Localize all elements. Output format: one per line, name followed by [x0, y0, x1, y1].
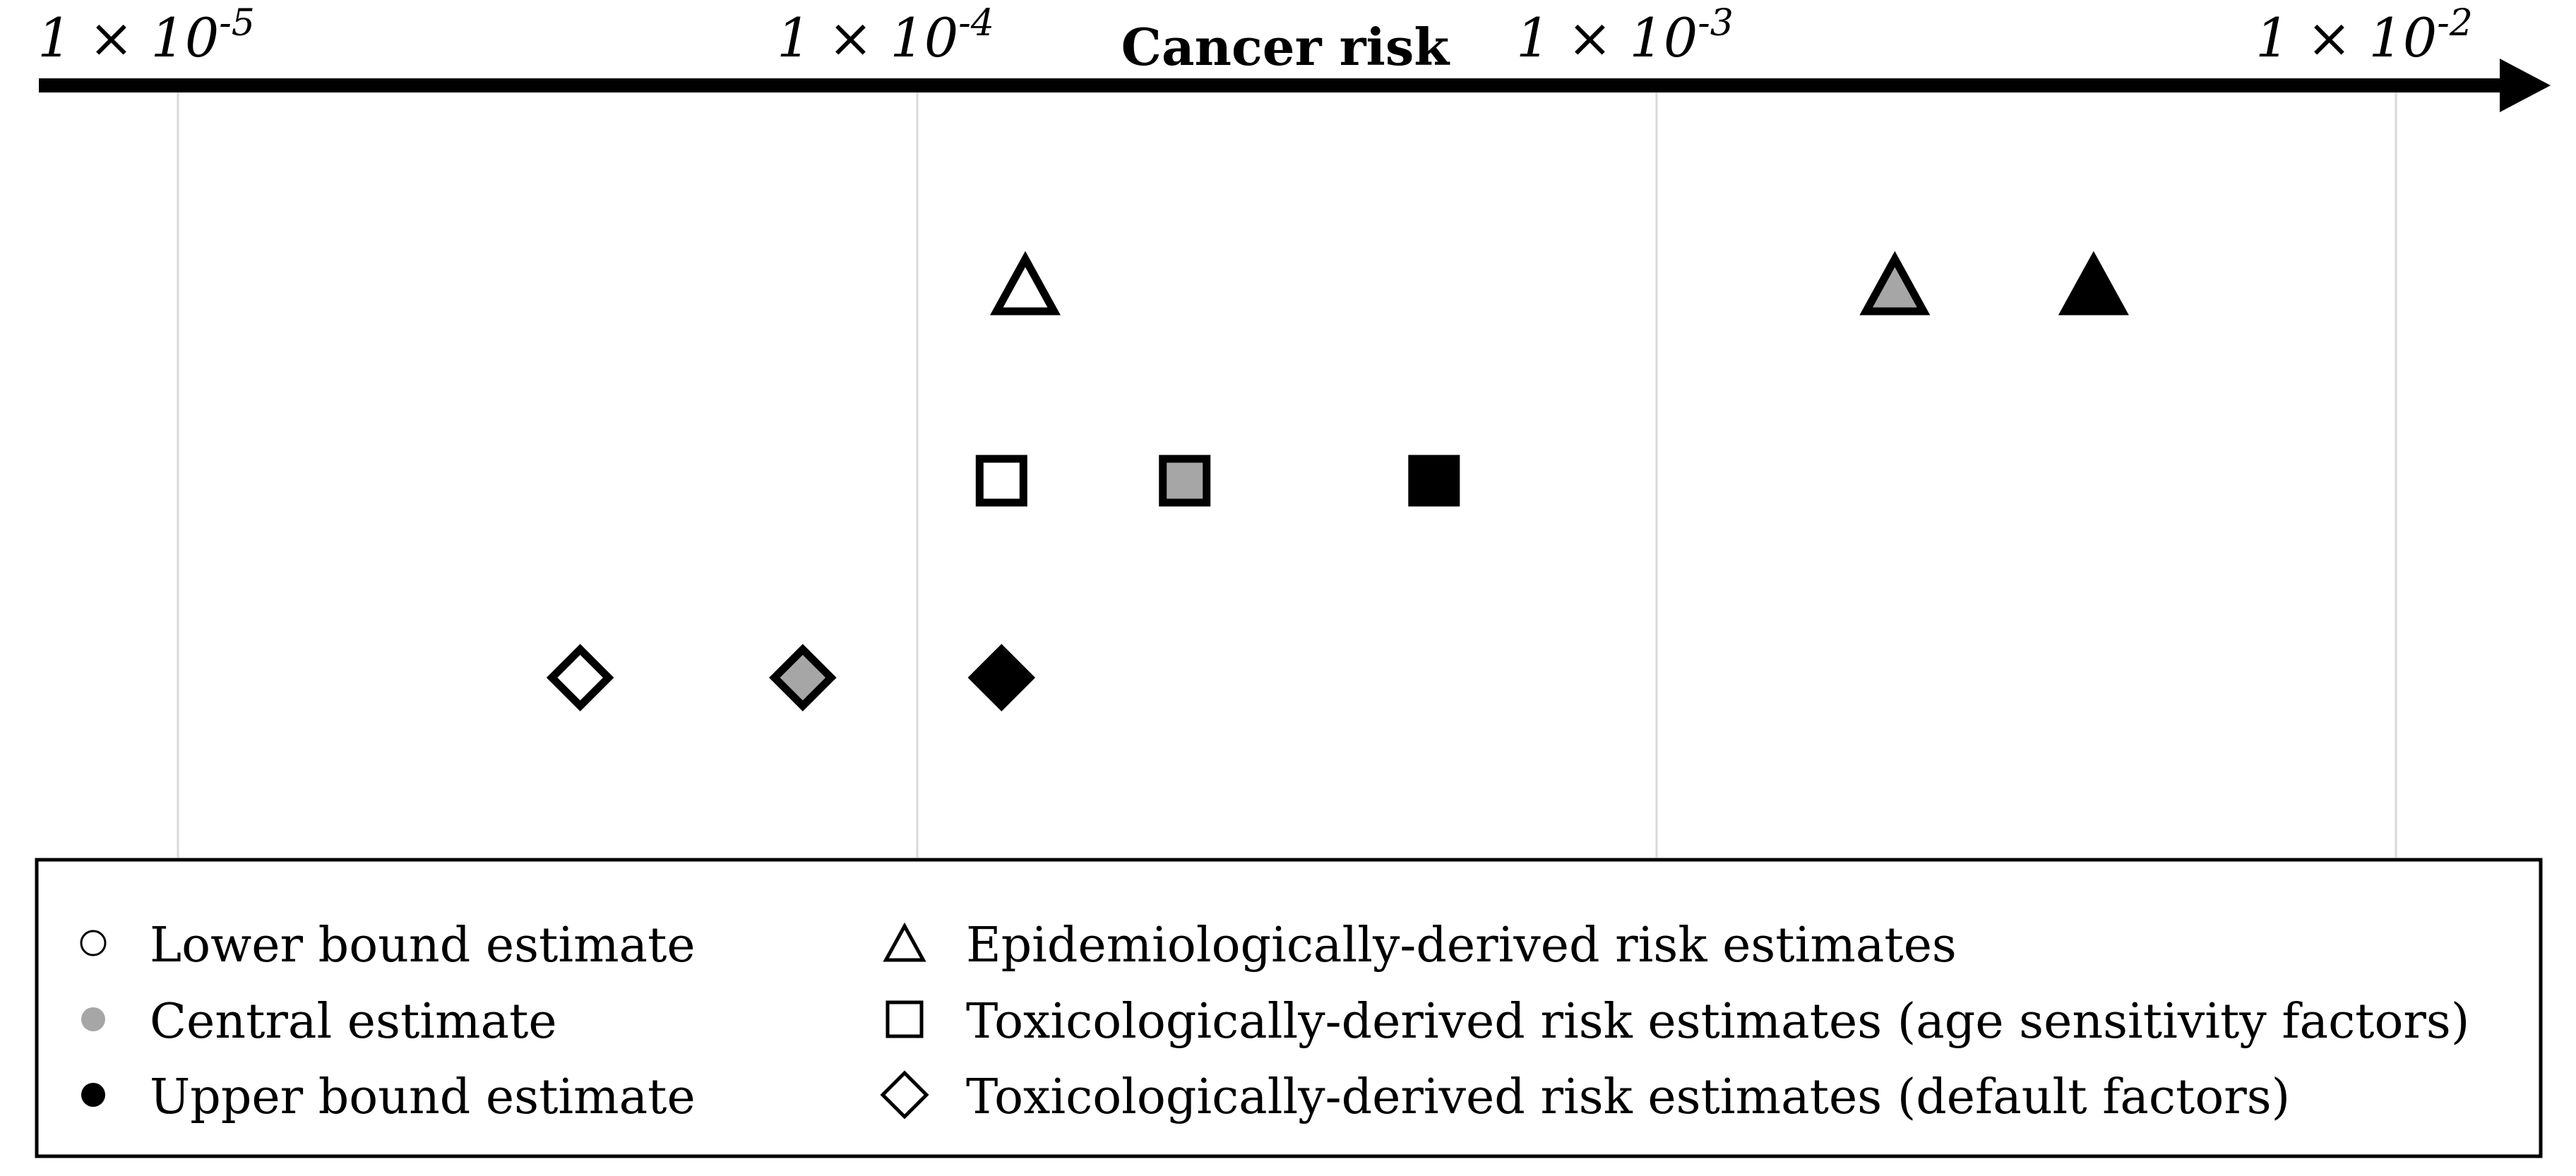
data-point-triangle-central	[1859, 251, 1931, 316]
legend-method-label: Epidemiologically-derived risk estimates	[966, 918, 1957, 973]
legend-method-label: Toxicologically-derived risk estimates (…	[966, 1069, 2290, 1125]
legend-estimate-symbol	[81, 1083, 105, 1107]
legend-method-label: Toxicologically-derived risk estimates (…	[966, 994, 2469, 1050]
data-point-diamond-central	[769, 644, 837, 712]
legend-estimate-symbol	[80, 930, 107, 956]
data-point-square-central	[1159, 455, 1211, 507]
data-point-square-lower	[975, 455, 1027, 507]
legend-estimate-label: Upper bound estimate	[150, 1069, 696, 1125]
data-point-diamond-upper	[967, 644, 1036, 712]
x-axis-title: Cancer risk	[1121, 17, 1451, 77]
gridlines	[177, 92, 2397, 858]
legend-estimate-symbol	[81, 1007, 105, 1031]
data-point-square-upper	[1408, 455, 1460, 507]
x-tick-label: 1 × 10-2	[2255, 2, 2473, 69]
data-point-triangle-upper	[2058, 251, 2129, 316]
tick-exponent: -4	[958, 2, 994, 44]
legend-estimate-label: Central estimate	[150, 994, 557, 1050]
data-markers	[546, 251, 2129, 712]
tick-base: 1 × 10	[777, 6, 958, 69]
x-tick-labels: 1 × 10-5 1 × 10-4 1 × 10-3 1 × 10-2	[37, 2, 2473, 69]
legend-method-symbol	[880, 1070, 929, 1120]
legend-method-symbol	[886, 1000, 924, 1038]
x-tick-label: 1 × 10-5	[37, 2, 255, 69]
data-point-triangle-lower	[989, 251, 1061, 316]
tick-exponent: -5	[219, 2, 255, 44]
tick-base: 1 × 10	[2255, 6, 2437, 69]
legend: Lower bound estimate Central estimate Uppe…	[35, 858, 2543, 1158]
x-axis: Cancer risk	[39, 17, 2551, 112]
axis-arrowhead	[2500, 59, 2551, 112]
tick-base: 1 × 10	[1516, 6, 1698, 69]
tick-exponent: -2	[2437, 2, 2473, 44]
x-tick-label: 1 × 10-4	[777, 2, 994, 69]
tick-exponent: -3	[1698, 2, 1734, 44]
legend-box	[35, 858, 2543, 1158]
tick-base: 1 × 10	[37, 6, 219, 69]
x-tick-label: 1 × 10-3	[1516, 2, 1734, 69]
legend-estimate-label: Lower bound estimate	[150, 918, 696, 973]
legend-method-symbol	[883, 922, 926, 962]
data-point-diamond-lower	[546, 644, 614, 712]
